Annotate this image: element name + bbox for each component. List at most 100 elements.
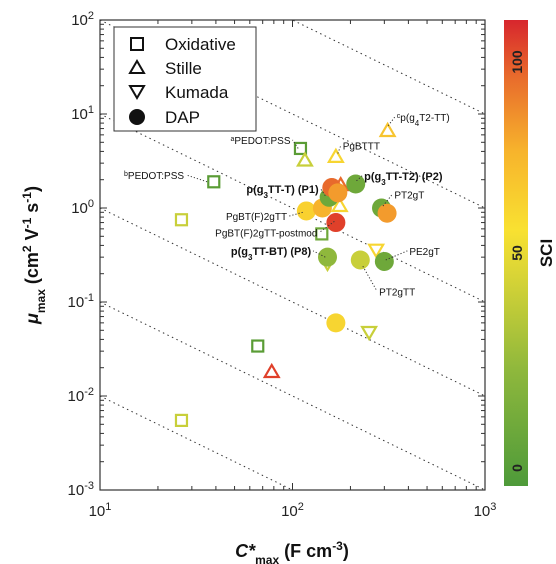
- y-tick-label-4: 101: [71, 104, 94, 123]
- ann-pgbt-f-2gtt: PgBT(F)2gTT: [226, 212, 287, 223]
- y-axis-label: μmax (cm2 V-1 s-1): [20, 186, 48, 325]
- x-axis-label-close: ): [343, 541, 349, 561]
- data-point-circle-25: [350, 250, 370, 270]
- y-tick-exp: 1: [88, 104, 94, 116]
- y-axis-label-sup3: -1: [20, 192, 34, 203]
- colorbar-label: SCI: [537, 239, 556, 267]
- x-tick-base: 10: [474, 503, 491, 520]
- data-point-triangle-down-12: [367, 243, 386, 259]
- y-axis-label-sup1: 2: [20, 245, 34, 252]
- y-tick-label-3: 100: [71, 198, 94, 217]
- x-tick-label-0: 101: [89, 501, 112, 520]
- guide-line-0: [100, 395, 294, 490]
- x-axis-label-symbol: C*: [235, 541, 256, 561]
- y-tick-base: 10: [68, 388, 85, 405]
- ann-p-g3tt-bt-p8-leader: [312, 250, 326, 258]
- data-point-square-3: [207, 175, 221, 189]
- data-point-square-4: [293, 141, 308, 156]
- data-point-circle-21: [346, 174, 366, 194]
- ann-pt2gt: PT2gT: [394, 190, 424, 201]
- x-axis-label: C*max (F cm-3): [235, 539, 349, 564]
- data-points: [174, 121, 397, 428]
- legend-label-stille: Stille: [165, 59, 202, 78]
- ann-p-g3tt-t2-p2: p(g3TT-T2) (P2): [364, 171, 443, 187]
- legend-square-icon: [130, 37, 144, 51]
- guide-line-1: [100, 301, 485, 490]
- x-tick-label-1: 102: [281, 501, 304, 520]
- colorbar: 0 50 100 SCI: [504, 20, 556, 486]
- ann-pe2gt: PE2gT: [409, 247, 440, 258]
- ann-p-g3tt-t-p1: p(g3TT-T) (P1): [246, 184, 319, 200]
- data-point-square-0: [174, 413, 189, 428]
- x-tick-exp: 3: [490, 501, 496, 513]
- y-tick-label-5: 102: [71, 10, 94, 29]
- ann-p-g3tt-bt-p8: p(g3TT-BT) (P8): [231, 246, 312, 262]
- colorbar-tick-0: 0: [509, 464, 525, 472]
- x-axis-label-sub: max: [255, 553, 279, 564]
- y-axis-label-units: (cm: [22, 252, 42, 289]
- y-tick-label-2: 10-1: [68, 292, 94, 311]
- ann-p-g3tt-t2-p2-leader: [356, 175, 363, 182]
- x-axis-label-sup: -3: [332, 539, 343, 553]
- y-tick-base: 10: [71, 12, 88, 29]
- colorbar-tick-50: 50: [509, 245, 525, 261]
- y-axis-label-symbol: μ: [22, 313, 42, 325]
- ann-c-p-g4t2tt: cp(g4T2-TT): [397, 112, 450, 127]
- y-tick-exp: 0: [88, 198, 94, 210]
- y-tick-base: 10: [71, 106, 88, 123]
- data-point-square-2: [174, 213, 189, 227]
- data-point-circle-26: [374, 251, 394, 271]
- y-axis-label-mid2: s: [22, 203, 42, 218]
- y-tick-base: 10: [68, 294, 85, 311]
- ann-pt2gtt-leader: [362, 266, 378, 292]
- x-tick-exp: 2: [298, 501, 304, 513]
- guide-line-3: [100, 113, 485, 303]
- legend-triangle-down-icon: [128, 85, 146, 100]
- ann-pt2gtt: PT2gTT: [379, 287, 415, 298]
- y-tick-base: 10: [71, 200, 88, 217]
- data-point-triangle-down-13: [360, 325, 379, 342]
- data-point-circle-20: [328, 183, 348, 203]
- x-tick-base: 10: [281, 503, 298, 520]
- ann-p-g3tt-t-p1-leader: [320, 188, 326, 197]
- x-tick-label-2: 103: [474, 501, 497, 520]
- x-tick-exp: 1: [105, 501, 111, 513]
- legend-label-kumada: Kumada: [165, 83, 229, 102]
- y-axis-label-mid: V: [22, 228, 42, 245]
- data-point-triangle-up-10: [330, 196, 349, 213]
- data-point-triangle-up-11: [378, 121, 397, 138]
- data-point-triangle-up-8: [326, 147, 345, 163]
- legend-triangle-up-icon: [128, 59, 146, 74]
- ann-a-pedotpss: aPEDOT:PSS: [230, 135, 290, 147]
- ann-b-pedotpss-leader: [185, 174, 208, 183]
- y-axis-label-close: ): [22, 186, 42, 192]
- data-point-circle-24: [318, 247, 338, 267]
- y-tick-exp: -2: [84, 386, 94, 398]
- ann-pt2gt-leader: [382, 193, 393, 207]
- data-point-triangle-up-7: [295, 151, 314, 167]
- colorbar-tick-100: 100: [509, 50, 525, 74]
- data-point-square-1: [251, 339, 265, 353]
- ann-pgbt-f-2gtt-postmod: PgBT(F)2gTT-postmod: [215, 228, 317, 239]
- guide-line-2: [100, 207, 485, 397]
- y-axis-label-sub: max: [34, 289, 48, 313]
- ann-pgbt-f-2gtt-leader: [288, 211, 303, 217]
- legend-label-oxidative: Oxidative: [165, 35, 236, 54]
- x-tick-base: 10: [89, 503, 106, 520]
- data-point-circle-27: [326, 313, 346, 333]
- y-tick-exp: -1: [84, 292, 94, 304]
- ann-pgbttt-leader: [337, 145, 342, 154]
- data-point-circle-15: [296, 201, 316, 221]
- legend: Oxidative Stille Kumada DAP: [113, 26, 257, 132]
- y-tick-label-1: 10-2: [68, 386, 94, 405]
- y-tick-exp: 2: [88, 10, 94, 22]
- ann-pgbttt: PgBTTT: [343, 142, 380, 153]
- ann-pe2gt-leader: [385, 250, 408, 261]
- y-tick-label-0: 10-3: [68, 480, 94, 499]
- ann-b-pedotpss: bPEDOT:PSS: [124, 170, 184, 182]
- data-point-circle-23: [377, 203, 397, 223]
- y-tick-base: 10: [68, 482, 85, 499]
- point-annotations: cp(g4T2-TT) aPEDOT:PSS PgBTTT bPEDOT:PSS p(g…: [124, 112, 450, 298]
- data-point-square-5: [315, 227, 329, 241]
